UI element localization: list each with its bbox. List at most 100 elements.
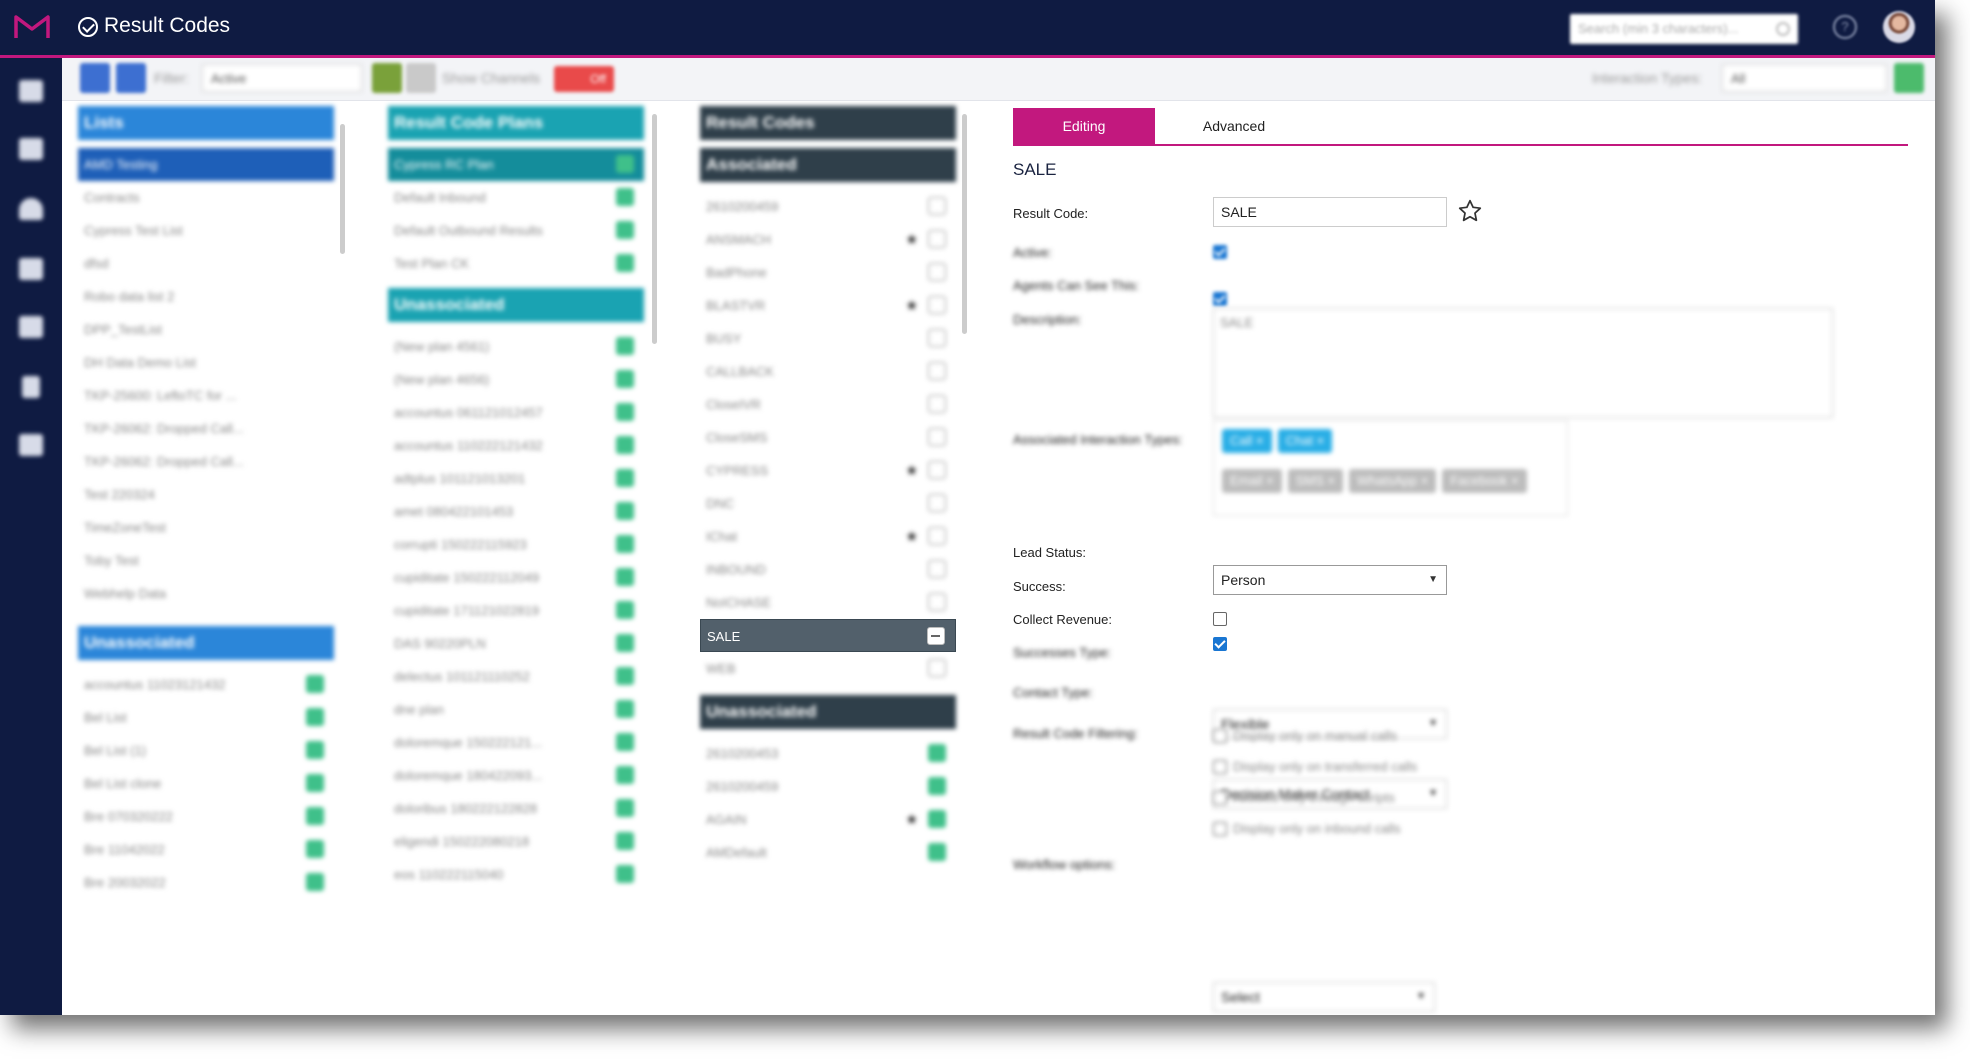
edit-icon[interactable]: [616, 403, 634, 421]
successes-type-select[interactable]: Flexible ▼: [1213, 709, 1447, 739]
result-code-item[interactable]: AMDefault: [700, 836, 956, 869]
result-code-item[interactable]: INBOUND: [700, 553, 956, 586]
result-code-item[interactable]: CloseSMS: [700, 421, 956, 454]
description-textarea[interactable]: SALE: [1213, 308, 1833, 418]
home-icon[interactable]: [19, 80, 43, 102]
reports-icon[interactable]: [19, 316, 43, 338]
edit-icon[interactable]: [616, 370, 634, 388]
list-item[interactable]: Cypress Test List: [84, 223, 183, 238]
list-item[interactable]: Toby Test: [84, 553, 139, 568]
edit-icon[interactable]: [616, 568, 634, 586]
result-code-item[interactable]: IChat ★: [700, 520, 956, 553]
plan-item[interactable]: Cypress RC Plan: [388, 148, 644, 181]
result-code-item[interactable]: CALLBACK: [700, 355, 956, 388]
plans-scrollbar[interactable]: [652, 114, 657, 344]
edit-icon[interactable]: [616, 733, 634, 751]
result-code-item[interactable]: BadPhone: [700, 256, 956, 289]
remove-icon[interactable]: [928, 659, 946, 677]
help-icon[interactable]: ?: [1833, 15, 1857, 39]
result-code-item[interactable]: BUSY: [700, 322, 956, 355]
list-item[interactable]: TKP-26062: Dropped Call...: [84, 421, 244, 436]
list-item[interactable]: Contracts: [84, 190, 140, 205]
list-item[interactable]: Bel List clone: [78, 767, 334, 800]
list-item[interactable]: TKP-26062: Dropped Call...: [84, 454, 244, 469]
edit-icon[interactable]: [616, 865, 634, 883]
export-button[interactable]: [1894, 63, 1924, 93]
filter-option[interactable]: Display only on inbound calls: [1213, 813, 1417, 844]
filter-clear-button[interactable]: [406, 63, 436, 93]
remove-icon[interactable]: [928, 494, 946, 512]
database-icon[interactable]: [19, 258, 43, 280]
list-item[interactable]: Test 220324: [84, 487, 155, 502]
lists-scrollbar[interactable]: [340, 124, 345, 254]
collect-revenue-checkbox[interactable]: [1213, 612, 1227, 626]
remove-icon[interactable]: [928, 527, 946, 545]
list-item[interactable]: Bre 070320222: [78, 800, 334, 833]
interaction-type-chip[interactable]: Chat ×: [1277, 429, 1333, 453]
filter-option-checkbox[interactable]: [1213, 759, 1227, 774]
result-code-input[interactable]: SALE: [1213, 197, 1447, 227]
remove-icon[interactable]: [928, 560, 946, 578]
success-checkbox[interactable]: [1213, 637, 1227, 651]
contact-type-select[interactable]: Decision Maker Contact ▼: [1213, 779, 1447, 809]
list-item[interactable]: TimeZoneTest: [84, 520, 166, 535]
close-icon[interactable]: ×: [1262, 473, 1274, 488]
avatar[interactable]: [1883, 11, 1915, 43]
edit-icon[interactable]: [616, 436, 634, 454]
interaction-type-chip[interactable]: Email ×: [1222, 469, 1282, 493]
close-icon[interactable]: ×: [1252, 433, 1264, 448]
edit-icon[interactable]: [616, 155, 634, 173]
filter-option-checkbox[interactable]: [1213, 790, 1227, 805]
plan-item[interactable]: adtplus 101121013201: [388, 462, 644, 495]
plan-item[interactable]: eos 110222115040: [388, 858, 644, 891]
plan-item[interactable]: Default Outbound Results: [388, 214, 644, 247]
remove-icon[interactable]: [928, 362, 946, 380]
result-code-item[interactable]: WEB: [700, 652, 956, 685]
plan-item[interactable]: (New plan 4656): [388, 363, 644, 396]
filter-apply-button[interactable]: [372, 63, 402, 93]
edit-icon[interactable]: [616, 667, 634, 685]
workflow-select[interactable]: Select ▼: [1213, 982, 1435, 1012]
result-code-item[interactable]: BLASTVR ★: [700, 289, 956, 322]
add-icon[interactable]: [306, 774, 324, 792]
plan-item[interactable]: Test Plan CK: [388, 247, 644, 280]
tab-advanced[interactable]: Advanced: [1202, 118, 1266, 134]
interaction-type-chip[interactable]: SMS ×: [1287, 469, 1344, 493]
interaction-types-select[interactable]: All: [1722, 64, 1887, 92]
filter-option[interactable]: Display only on transferred calls: [1213, 751, 1417, 782]
list-item[interactable]: Bel List: [78, 701, 334, 734]
add-icon[interactable]: [928, 777, 946, 795]
remove-icon[interactable]: [928, 593, 946, 611]
agents-checkbox[interactable]: [1213, 292, 1227, 306]
filter-option[interactable]: Allowed only through scripts: [1213, 782, 1417, 813]
remove-icon[interactable]: [927, 627, 945, 645]
plan-item[interactable]: corrupti 150222115923: [388, 528, 644, 561]
interaction-type-chip[interactable]: Facebook ×: [1442, 469, 1527, 493]
edit-icon[interactable]: [616, 634, 634, 652]
remove-icon[interactable]: [928, 296, 946, 314]
result-code-item[interactable]: 2610200453: [700, 737, 956, 770]
close-icon[interactable]: ×: [1417, 473, 1429, 488]
remove-icon[interactable]: [928, 461, 946, 479]
settings-icon[interactable]: [19, 434, 43, 456]
filter-select[interactable]: Active: [202, 64, 362, 92]
add-icon[interactable]: [928, 810, 946, 828]
edit-icon[interactable]: [616, 601, 634, 619]
interaction-type-chip[interactable]: WhatsApp ×: [1349, 469, 1437, 493]
list-item[interactable]: Bre 20032022: [78, 866, 334, 899]
search-icon[interactable]: [1776, 22, 1790, 36]
result-code-item[interactable]: 2610200459: [700, 770, 956, 803]
list-item[interactable]: Webhelp Data: [84, 586, 167, 601]
plan-item[interactable]: amet 080422101453: [388, 495, 644, 528]
add-icon[interactable]: [306, 873, 324, 891]
add-icon[interactable]: [306, 840, 324, 858]
list-item[interactable]: Robo data list 2: [84, 289, 175, 304]
edit-icon[interactable]: [616, 254, 634, 272]
remove-icon[interactable]: [928, 329, 946, 347]
plan-item[interactable]: doloremque 180422093...: [388, 759, 644, 792]
plan-item[interactable]: cupiditate 150222112049: [388, 561, 644, 594]
interaction-type-chip[interactable]: Call ×: [1222, 429, 1272, 453]
edit-icon[interactable]: [616, 535, 634, 553]
edit-icon[interactable]: [616, 832, 634, 850]
dashboard-icon[interactable]: [19, 198, 43, 220]
